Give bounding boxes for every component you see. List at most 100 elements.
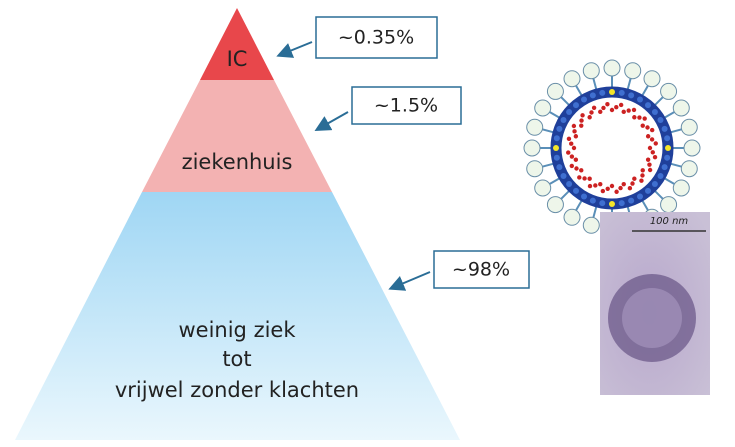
- virus-part: [546, 82, 564, 100]
- virus-part: [581, 193, 587, 200]
- virus-part: [560, 173, 567, 179]
- virus-part: [644, 102, 651, 109]
- virus-part: [569, 163, 575, 169]
- virus-part: [640, 173, 645, 178]
- virus-part: [580, 113, 585, 118]
- virus-part: [579, 168, 584, 173]
- virus-part: [645, 157, 651, 162]
- callout-text: ~1.5%: [374, 95, 438, 117]
- virus-part: [657, 117, 664, 123]
- virus-part: [601, 105, 606, 111]
- virus-part: [563, 208, 581, 226]
- virus-part: [609, 89, 615, 95]
- virus-part: [582, 176, 587, 181]
- virus-part: [566, 150, 571, 155]
- virus-part: [647, 162, 652, 167]
- virus-part: [546, 196, 564, 214]
- virus-part: [566, 109, 573, 116]
- virus-part: [534, 179, 552, 197]
- virus-part: [569, 141, 574, 146]
- virus-part: [609, 201, 615, 207]
- virus-part: [553, 154, 560, 161]
- virus-part: [640, 168, 645, 173]
- virus-part: [573, 102, 580, 109]
- virus-part: [680, 118, 698, 136]
- virus-part: [653, 141, 658, 146]
- virus-part: [657, 173, 664, 179]
- virus-part: [645, 125, 650, 130]
- virus-part: [556, 125, 563, 132]
- virus-part: [571, 123, 577, 129]
- virus-part: [637, 193, 643, 200]
- virus-part: [628, 197, 635, 204]
- virus-part: [577, 175, 582, 180]
- level-label: tot: [222, 347, 251, 371]
- virus-part: [593, 183, 598, 188]
- virus-part: [652, 154, 658, 160]
- virus-part: [574, 166, 579, 171]
- arrow: [314, 111, 349, 131]
- virus-part: [661, 125, 668, 132]
- virus-part: [582, 62, 600, 80]
- arrow: [276, 41, 313, 58]
- virus-part: [647, 145, 653, 151]
- virus-part: [553, 135, 560, 142]
- virus-part: [642, 116, 647, 121]
- virus-part: [599, 89, 606, 96]
- virus-part: [605, 102, 610, 107]
- virus-part: [621, 109, 626, 115]
- arrow: [388, 271, 431, 291]
- virus-part: [643, 70, 661, 88]
- virus-part: [621, 181, 626, 187]
- virus-part: [599, 200, 606, 207]
- virus-part: [560, 117, 567, 123]
- callout-text: ~0.35%: [338, 27, 414, 49]
- virus-part: [526, 160, 544, 178]
- virus-part: [572, 129, 577, 134]
- virus-part: [587, 176, 592, 181]
- virus-part: [651, 109, 658, 116]
- virus-part: [618, 185, 623, 191]
- virus-part: [661, 164, 668, 171]
- virus-part: [614, 105, 619, 110]
- scale-label: 100 nm: [650, 216, 689, 227]
- virus-part: [665, 145, 671, 151]
- virus-part: [589, 92, 596, 99]
- micrograph-core: [622, 288, 682, 348]
- virus-part: [573, 134, 579, 139]
- virus-part: [605, 186, 610, 191]
- virus-part: [647, 167, 653, 173]
- virus-part: [579, 123, 584, 128]
- virus-part: [587, 115, 592, 120]
- virus-part: [632, 176, 637, 181]
- virus-part: [569, 154, 575, 159]
- virus-part: [618, 200, 625, 207]
- virus-part: [639, 178, 644, 183]
- virus-illustration: [523, 59, 701, 237]
- virus-part: [573, 187, 580, 194]
- virus-part: [650, 150, 655, 155]
- virus-part: [591, 105, 597, 111]
- virus-part: [624, 62, 642, 80]
- level-label: IC: [227, 47, 248, 71]
- virus-part: [581, 96, 587, 103]
- callout-text: ~98%: [452, 259, 510, 281]
- virus-part: [660, 82, 678, 100]
- virus-part: [680, 160, 698, 178]
- virus-part: [598, 109, 603, 115]
- level-label: weinig ziek: [178, 318, 296, 342]
- virus-part: [664, 154, 671, 161]
- virus-part: [589, 197, 596, 204]
- virus-part: [563, 70, 581, 88]
- virus-part: [579, 118, 584, 123]
- virus-part: [582, 216, 600, 234]
- virus-part: [566, 180, 573, 187]
- virus-part: [645, 134, 651, 139]
- virus-part: [631, 107, 637, 113]
- virus-part: [600, 188, 606, 194]
- virus-part: [649, 137, 655, 142]
- virus-part: [609, 183, 615, 189]
- virus-part: [644, 187, 651, 194]
